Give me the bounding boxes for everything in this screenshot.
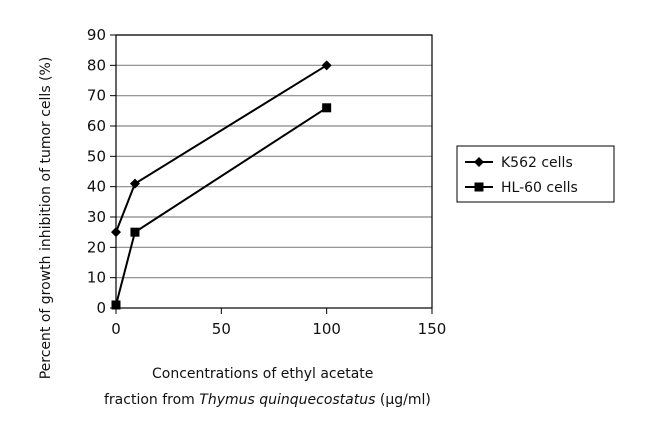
- plot-area: [115, 34, 433, 309]
- data-point-0-2: [321, 60, 332, 71]
- legend-marker-1: [474, 182, 484, 192]
- data-point-0-1: [129, 178, 140, 189]
- y-tick-label-30: 30: [87, 208, 106, 226]
- y-tick-label-10: 10: [87, 269, 106, 287]
- x-axis-label-line1: Concentrations of ethyl acetate: [152, 366, 373, 382]
- series-line-0: [115, 64, 328, 233]
- data-point-1-1: [130, 227, 140, 237]
- y-tick-label-90: 90: [87, 26, 106, 44]
- x-tick-label-100: 100: [312, 320, 341, 338]
- legend-label-0: K562 cells: [501, 155, 573, 171]
- data-point-0-0: [111, 227, 121, 238]
- gridlines: [116, 34, 432, 279]
- legend-box: [456, 145, 615, 203]
- series-0: [111, 60, 332, 238]
- x-tick-label-50: 50: [212, 320, 231, 338]
- axes: 0 10 20 30 40 50 60 70 80 90 0 50 100 150: [87, 26, 446, 338]
- y-tick-label-0: 0: [96, 299, 106, 317]
- x-axis-label-prefix: fraction from: [104, 392, 199, 408]
- y-tick-label-70: 70: [87, 87, 106, 105]
- data-point-1-0: [111, 300, 121, 310]
- x-tick-label-0: 0: [111, 320, 121, 338]
- data-point-1-2: [322, 103, 332, 113]
- y-tick-label-20: 20: [87, 238, 106, 256]
- series-1: [111, 103, 332, 310]
- y-axis-label: Percent of growth inhibition of tumor ce…: [38, 57, 54, 380]
- x-tick-label-150: 150: [418, 320, 447, 338]
- legend-marker-0: [474, 157, 484, 167]
- y-tick-label-60: 60: [87, 117, 106, 135]
- legend-label-1: HL-60 cells: [501, 180, 578, 196]
- series-line-1: [115, 106, 328, 306]
- x-axis-label-species: Thymus quinquecostatus: [199, 392, 375, 408]
- y-tick-label-40: 40: [87, 178, 106, 196]
- y-tick-label-80: 80: [87, 56, 106, 74]
- x-axis-label-unit: (μg/ml): [380, 392, 431, 408]
- legend: K562 cells HL-60 cells: [456, 145, 615, 203]
- series-layer: [111, 60, 332, 310]
- x-axis-label-line2: fraction from Thymus quinquecostatus (μg…: [104, 392, 431, 408]
- y-tick-label-50: 50: [87, 147, 106, 165]
